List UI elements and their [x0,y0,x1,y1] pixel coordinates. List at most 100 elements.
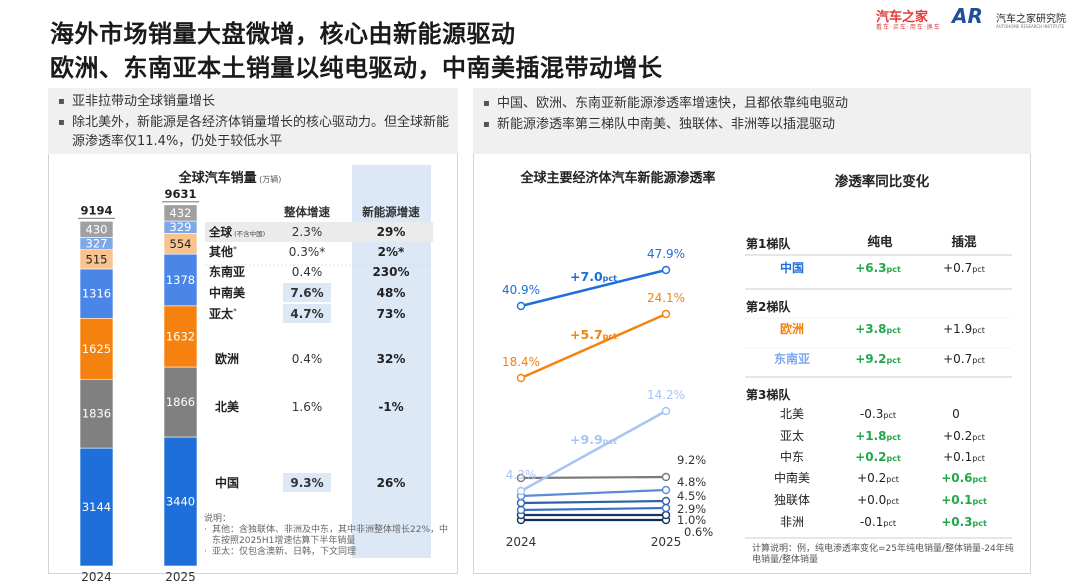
table-bev-欧洲: +3.8pct [855,322,901,336]
row-label-东南亚: 东南亚 [209,264,245,279]
point-欧洲-2025 [661,309,671,319]
point-label-非洲-2025: 1.0% [677,513,706,527]
line-独联体 [520,506,667,512]
table-phev-中国: +0.7pct [943,261,985,275]
row-nev-中国: 26% [377,476,406,490]
line-xtick-2024: 2024 [506,535,537,549]
research-logo-name: 汽车之家研究院 [996,14,1066,25]
bar-label-2025-其他: 432 [170,206,192,220]
table-bev-中国: +6.3pct [855,261,901,275]
table-col-插混: 插混 [951,234,977,249]
table-region-中南美: 中南美 [774,470,810,485]
row-growth-亚太: 4.7% [290,307,323,321]
row-nev-北美: -1% [378,400,403,414]
point-非洲-2025 [661,510,671,520]
left-bullets: 亚非拉带动全球销量增长 除北美外，新能源是各经济体销量增长的核心驱动力。但全球新… [48,88,458,154]
bar-chart-title: 全球汽车销量 (万辆) [178,170,282,186]
right-note: 计算说明：例，纯电渗透率变化=25年纯电销量/整体销量-24年纯电销量/整体销量 [752,544,1014,565]
point-label-北美-2025: 9.2% [677,453,706,467]
bar-label-2025-亚太: 1378 [166,273,195,287]
table-phev-北美: 0 [952,407,960,421]
bar-label-2025-中南美: 554 [170,237,192,251]
bar-xtick-2025: 2025 [165,570,196,582]
point-独联体-2024 [516,505,526,515]
line-xtick-2025: 2025 [651,535,682,549]
tier-第1梯队: 第1梯队 [746,236,791,251]
table-bev-亚太: +1.8pct [855,429,901,443]
bar-xtick-2024: 2024 [81,570,112,582]
row-label-中国: 中国 [215,475,239,490]
row-nev-亚太: 73% [377,307,406,321]
bar-2024-中国 [79,447,114,567]
table-phev-中东: +0.1pct [943,450,985,464]
col-header-growth: 整体增速 [283,205,330,219]
line-中国 [520,268,667,308]
row-nev-欧洲: 32% [377,352,406,366]
point-label-中东-2025: 0.6% [684,525,713,539]
table-phev-中南美: +0.6pct [941,471,987,485]
point-东南亚-2025 [661,406,671,416]
table-col-纯电: 纯电 [867,234,893,249]
tier-第3梯队: 第3梯队 [746,387,791,402]
bar-label-2025-东南亚: 329 [170,220,192,234]
row-growth-东南亚: 0.4% [292,265,323,279]
left-bullet-1: 亚非拉带动全球销量增长 [52,92,454,111]
table-region-亚太: 亚太 [780,428,804,443]
table-phev-欧洲: +1.9pct [943,322,985,336]
point-中国-2024 [516,301,526,311]
growth-highlight-中南美 [283,283,331,302]
row-nev-其他: 2%* [378,245,405,259]
point-北美-2024 [516,473,526,483]
point-东南亚-2024 [516,486,526,496]
row-label-中南美: 中南美 [209,285,246,300]
table-bev-非洲: -0.1pct [860,515,896,529]
bar-label-2025-北美: 1866 [166,395,195,409]
bar-2024-亚太 [79,268,114,319]
row-growth-中南美: 7.6% [290,286,323,300]
line-东南亚 [520,409,667,493]
table-phev-东南亚: +0.7pct [943,352,985,366]
bar-2025-亚太 [163,253,198,307]
bar-2025-欧洲 [163,305,198,368]
research-logo-sub: AUTOHOME RESEARCH INSTITUTE [996,24,1065,29]
point-label-欧洲-2025: 24.1% [647,291,685,305]
table-phev-亚太: +0.2pct [943,429,985,443]
left-note: 说明： · 其他：含独联体、非洲及中东，其中非洲整体增长22%，中东按照2025H… [204,514,454,558]
bar-total-2025: 9631 [164,187,196,201]
table-region-中东: 中东 [780,449,804,464]
table-bev-独联体: +0.0pct [857,493,899,507]
point-label-东南亚-2025: 14.2% [647,388,685,402]
table-title: 渗透率同比变化 [835,173,930,190]
global-row-nev: 29% [377,225,406,239]
bar-2025-中国 [163,436,198,567]
table-region-非洲: 非洲 [780,515,804,529]
point-亚太-2024 [516,498,526,508]
row-nev-东南亚: 230% [372,265,409,279]
point-label-独联体-2025: 2.9% [677,502,706,516]
bar-label-2025-中国: 3440 [166,495,195,509]
bar-total-2024: 9194 [80,203,112,217]
row-label-亚太: 亚太* [209,306,237,321]
table-region-东南亚: 东南亚 [774,351,810,366]
row-growth-中国: 9.3% [290,476,323,490]
left-note-text-2: 亚太：仅包含澳新、日韩，下文同理 [212,547,357,557]
point-独联体-2025 [661,503,671,513]
table-bev-东南亚: +9.2pct [855,352,901,366]
page-title-line1: 海外市场销量大盘微增，核心由新能源驱动 [50,20,516,48]
global-row-growth: 2.3% [292,225,323,239]
point-label-亚太-2025: 4.5% [677,489,706,503]
line-亚太 [520,499,667,505]
table-bev-中南美: +0.2pct [857,471,899,485]
point-label-欧洲-2024: 18.4% [502,355,540,369]
global-row-bg [205,222,433,242]
table-phev-独联体: +0.1pct [941,493,987,507]
table-region-独联体: 独联体 [774,493,810,507]
table-region-欧洲: 欧洲 [780,321,804,336]
page-title-line2: 欧洲、东南亚本土销量以纯电驱动，中南美插混带动增长 [50,54,663,82]
table-phev-非洲: +0.3pct [941,515,987,529]
growth-highlight-中国 [283,473,331,492]
right-bullet-1: 中国、欧洲、东南亚新能源渗透率增速快，且都依靠纯电驱动 [477,94,1027,113]
table-bev-北美: -0.3pct [860,407,896,421]
table-region-北美: 北美 [780,407,804,421]
